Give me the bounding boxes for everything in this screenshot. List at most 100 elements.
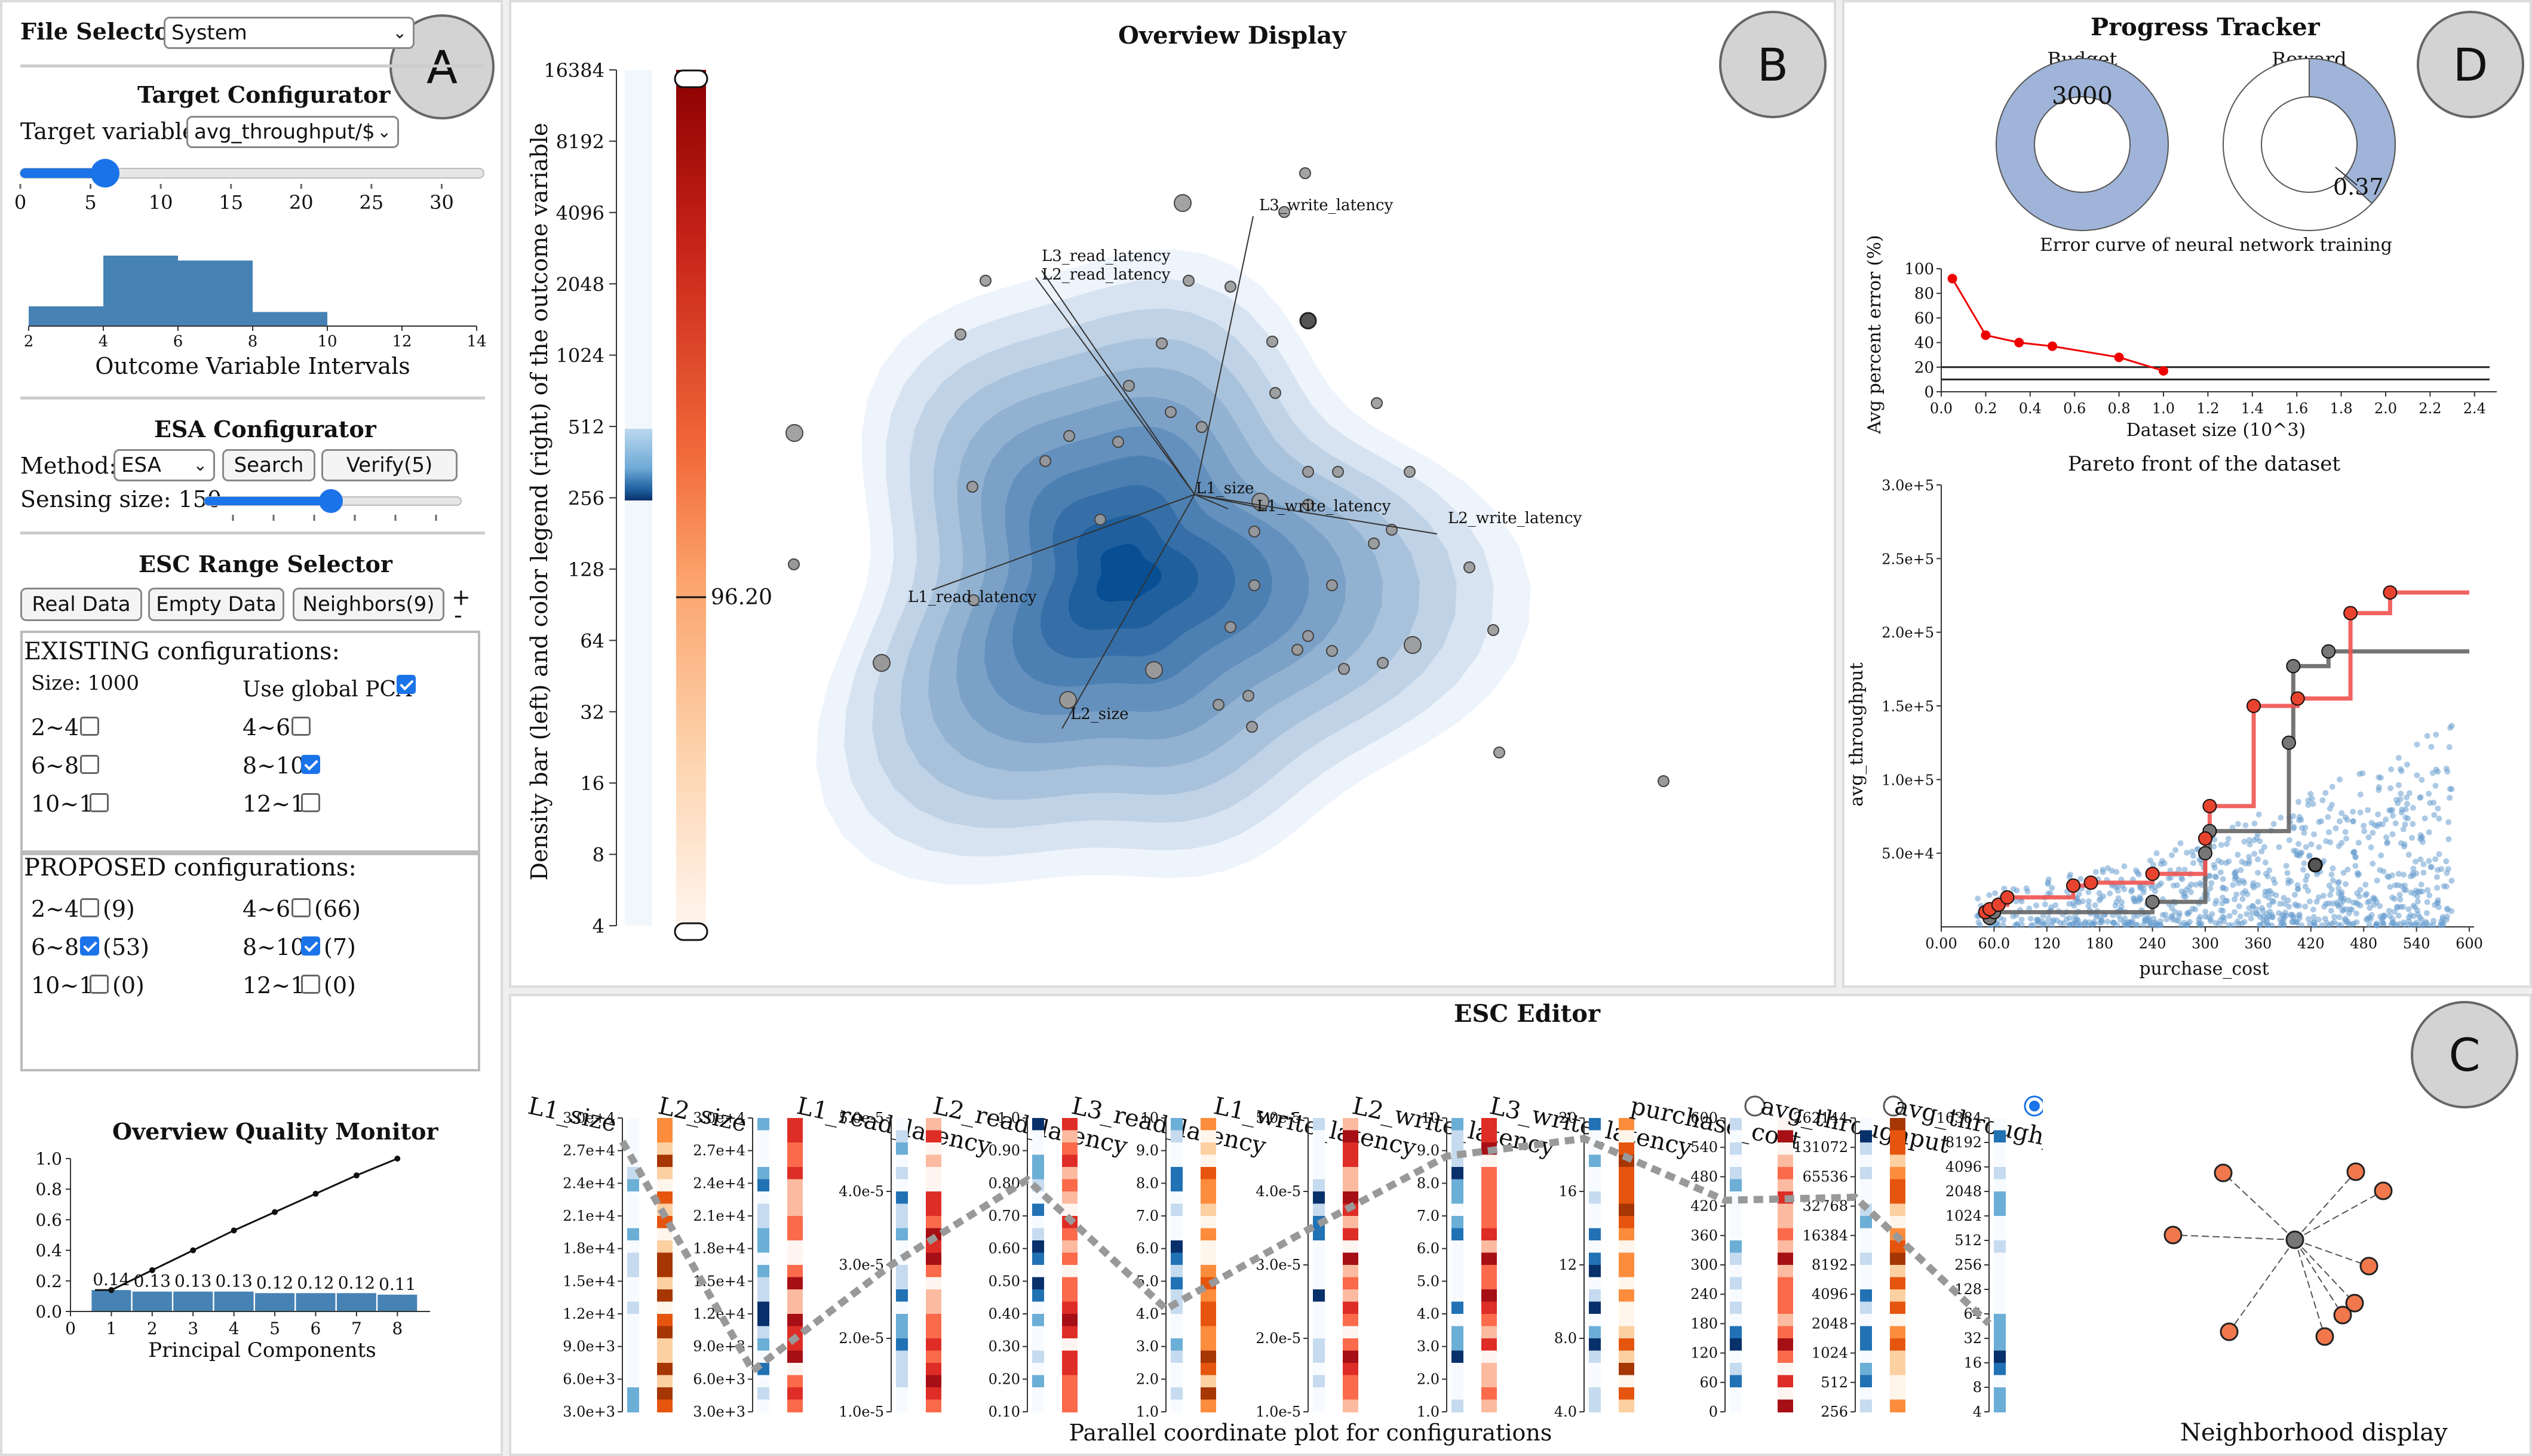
overview-point[interactable]	[1242, 690, 1254, 702]
pareto-gray-point[interactable]	[2321, 644, 2336, 659]
overview-point[interactable]	[785, 424, 803, 442]
pareto-red-point[interactable]	[2066, 878, 2080, 893]
verify-button[interactable]: Verify(5)	[321, 449, 458, 481]
overview-point[interactable]	[1299, 167, 1311, 179]
pareto-red-point[interactable]	[2383, 585, 2398, 600]
overview-point[interactable]	[1246, 721, 1258, 733]
real-data-button[interactable]: Real Data	[20, 588, 142, 621]
empty-data-button[interactable]: Empty Data	[148, 588, 284, 621]
overview-point[interactable]	[1112, 436, 1124, 448]
method-dropdown[interactable]: ESA ⌄	[113, 449, 215, 481]
overview-point[interactable]	[1338, 663, 1350, 675]
overview-point[interactable]	[1493, 747, 1505, 758]
center-node[interactable]	[2285, 1230, 2304, 1249]
pareto-gray-point[interactable]	[2145, 895, 2160, 910]
color-legend-bottom-handle[interactable]	[674, 922, 708, 941]
overview-point[interactable]	[1213, 699, 1224, 711]
neighbor-node[interactable]	[2346, 1162, 2365, 1181]
overview-point[interactable]	[1371, 397, 1383, 409]
overview-point[interactable]	[1165, 406, 1177, 418]
neighbor-node[interactable]	[2163, 1225, 2183, 1245]
overview-point[interactable]	[966, 481, 978, 493]
range-checkbox[interactable]	[80, 717, 99, 736]
search-button[interactable]: Search	[222, 449, 315, 481]
minus-button[interactable]: -	[454, 602, 462, 628]
overview-point[interactable]	[1487, 624, 1499, 636]
overview-point[interactable]	[1302, 499, 1314, 511]
overview-point[interactable]	[1332, 466, 1344, 478]
overview-point[interactable]	[1278, 206, 1290, 218]
pcp-selected-configuration[interactable]	[619, 1135, 1992, 1377]
overview-point[interactable]	[1302, 630, 1314, 642]
range-checkbox[interactable]	[90, 975, 109, 994]
range-checkbox[interactable]	[301, 975, 320, 994]
pareto-gray-point[interactable]	[2281, 735, 2296, 750]
overview-point[interactable]	[1174, 194, 1192, 212]
overview-point[interactable]	[1123, 380, 1135, 392]
overview-point[interactable]	[968, 594, 980, 606]
pareto-red-point[interactable]	[2083, 876, 2098, 890]
neighbor-node[interactable]	[2315, 1327, 2334, 1346]
range-checkbox[interactable]	[80, 936, 99, 956]
neighbors-button[interactable]: Neighbors(9)	[293, 588, 444, 621]
pareto-gray-point[interactable]	[2286, 659, 2301, 674]
target-radio[interactable]	[1883, 1095, 1904, 1117]
overview-point[interactable]	[1248, 579, 1260, 591]
target-slider[interactable]: 0 5 10 15 20 25 30	[12, 154, 490, 220]
neighbor-node[interactable]	[2345, 1294, 2364, 1313]
overview-point[interactable]	[1658, 775, 1669, 787]
overview-point[interactable]	[1404, 466, 1416, 478]
pareto-highlight-point[interactable]	[2307, 857, 2323, 873]
overview-point[interactable]	[1291, 644, 1303, 656]
neighbor-node[interactable]	[2359, 1257, 2378, 1276]
overview-point[interactable]	[1368, 537, 1380, 549]
neighbor-node[interactable]	[2333, 1306, 2352, 1325]
overview-point[interactable]	[1224, 281, 1236, 293]
pareto-red-point[interactable]	[2290, 691, 2305, 706]
overview-point[interactable]	[1269, 387, 1281, 399]
overview-point[interactable]	[788, 558, 800, 570]
overview-point[interactable]	[1094, 514, 1106, 526]
overview-point[interactable]	[1196, 421, 1208, 433]
overview-point[interactable]	[1302, 466, 1314, 478]
overview-point[interactable]	[1063, 430, 1075, 442]
sensing-size-slider[interactable]	[197, 489, 472, 524]
range-checkbox[interactable]	[301, 755, 320, 774]
slider-thumb[interactable]	[91, 159, 119, 188]
overview-point[interactable]	[1404, 636, 1422, 654]
pareto-red-point[interactable]	[2246, 699, 2261, 713]
range-checkbox[interactable]	[301, 936, 320, 956]
global-pca-checkbox[interactable]	[397, 675, 416, 694]
plus-button[interactable]: +	[452, 584, 471, 610]
range-checkbox[interactable]	[301, 793, 320, 812]
overview-point[interactable]	[1039, 455, 1051, 467]
range-checkbox[interactable]	[80, 755, 99, 774]
overview-point[interactable]	[1224, 621, 1236, 633]
overview-point[interactable]	[1266, 336, 1278, 348]
pareto-gray-point[interactable]	[2198, 846, 2212, 861]
range-checkbox[interactable]	[80, 898, 99, 917]
pareto-red-point[interactable]	[2145, 867, 2160, 881]
range-checkbox[interactable]	[291, 717, 311, 736]
slider-thumb[interactable]	[319, 489, 343, 513]
overview-point-selected[interactable]	[1299, 312, 1317, 330]
pareto-red-point[interactable]	[2000, 890, 2015, 905]
color-legend-top-handle[interactable]	[674, 69, 708, 88]
overview-point[interactable]	[955, 328, 966, 340]
neighbor-node[interactable]	[2220, 1322, 2239, 1341]
neighbor-node[interactable]	[2374, 1181, 2393, 1200]
overview-point[interactable]	[1377, 657, 1389, 669]
pareto-red-point[interactable]	[2202, 798, 2217, 813]
overview-point[interactable]	[1156, 337, 1168, 349]
target-radio[interactable]	[1744, 1095, 1766, 1117]
overview-point[interactable]	[873, 654, 891, 672]
range-checkbox[interactable]	[90, 793, 109, 812]
overview-point[interactable]	[1145, 661, 1163, 679]
overview-point[interactable]	[1326, 645, 1338, 657]
file-selector-dropdown[interactable]: System ⌄	[164, 17, 415, 49]
target-variable-dropdown[interactable]: avg_throughput/$ ⌄	[186, 116, 399, 148]
overview-point[interactable]	[1183, 275, 1195, 287]
range-checkbox[interactable]	[291, 898, 311, 917]
overview-point[interactable]	[1463, 561, 1475, 573]
overview-point[interactable]	[1059, 691, 1077, 709]
